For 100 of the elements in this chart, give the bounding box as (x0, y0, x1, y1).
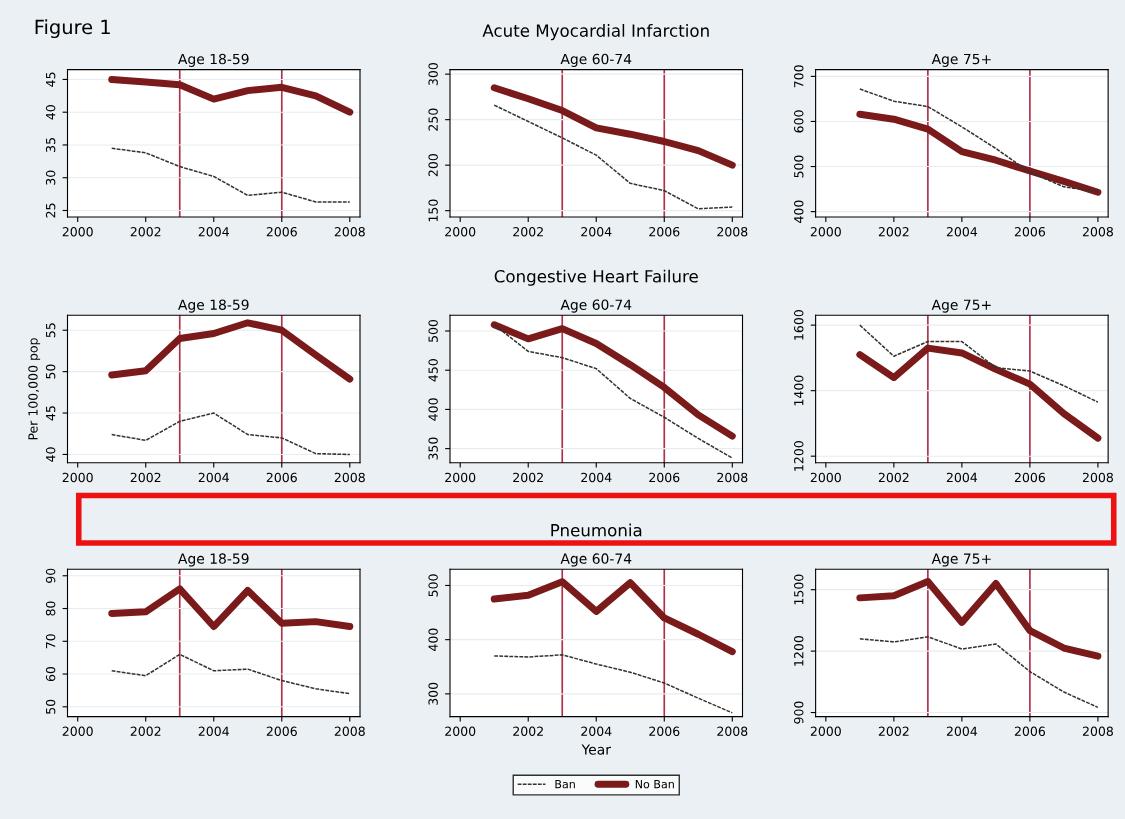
y-tick-label: 40 (45, 105, 56, 120)
x-tick-label: 2002 (513, 472, 543, 483)
y-tick-label: 70 (45, 634, 56, 649)
y-tick-label: 400 (794, 200, 804, 223)
x-tick-label: 2000 (445, 726, 476, 737)
x-tick-label: 2008 (717, 226, 748, 237)
x-tick-label: 2004 (198, 226, 229, 237)
x-tick-label: 2006 (649, 472, 680, 483)
y-tick-label: 900 (794, 701, 804, 724)
x-tick-label: 2002 (513, 726, 543, 737)
y-tick-label: 600 (794, 110, 804, 133)
x-tick-label: 2006 (1014, 472, 1046, 483)
y-tick-label: 40 (45, 447, 56, 462)
text: Congestive Heart Failure (494, 269, 698, 286)
x-tick-label: 2006 (1014, 226, 1046, 237)
y-tick-label: 150 (428, 199, 438, 222)
x-tick-label: 2002 (878, 472, 909, 483)
y-tick-label: 30 (45, 170, 56, 185)
y-tick-label: 55 (46, 323, 56, 338)
x-tick-label: 2004 (946, 226, 978, 237)
x-tick-label: 2002 (130, 472, 161, 483)
x-tick-label: 2008 (717, 726, 748, 737)
x-tick-label: 2004 (581, 726, 612, 737)
x-tick-label: 2000 (445, 226, 476, 237)
y-tick-label: 300 (428, 682, 438, 705)
x-tick-label: 2004 (581, 472, 612, 483)
chart-title: Age 75+ (931, 299, 991, 313)
x-tick-label: 2008 (1082, 226, 1113, 237)
x-tick-label: 2000 (810, 226, 841, 237)
chart-title: Age 18-59 (178, 53, 249, 67)
line-series (110, 653, 351, 695)
y-tick-label: 400 (428, 398, 438, 421)
line-series (859, 88, 1099, 193)
y-tick-label: 1200 (794, 441, 804, 471)
y-tick-label: 45 (46, 406, 56, 421)
x-tick-label: 2008 (1082, 472, 1113, 483)
x-tick-label: 2008 (334, 726, 365, 737)
line-series (110, 147, 351, 203)
x-tick-label: 2000 (62, 226, 93, 237)
y-tick-label: 80 (45, 601, 56, 616)
chart-title: Age 60-74 (560, 299, 632, 313)
line-series (110, 412, 351, 456)
y-tick-label: 450 (428, 359, 438, 382)
x-tick-label: 2000 (810, 726, 841, 737)
y-tick-label: 700 (794, 65, 804, 88)
chart-title: Age 18-59 (178, 299, 249, 313)
y-tick-label: 60 (45, 666, 56, 682)
line-series (493, 654, 734, 714)
x-tick-label: 2000 (62, 726, 93, 737)
x-tick-label: 2004 (581, 226, 612, 237)
line-series (859, 324, 1099, 403)
x-tick-label: 2006 (266, 226, 297, 237)
x-tick-label: 2004 (946, 726, 978, 737)
x-tick-label: 2002 (878, 226, 909, 237)
chart-title: Age 18-59 (178, 553, 249, 567)
x-tick-label: 2006 (266, 472, 297, 483)
y-tick-label: 90 (45, 568, 56, 583)
x-tick-label: 2004 (198, 726, 229, 737)
y-tick-label: 35 (45, 138, 56, 152)
x-tick-label: 2008 (334, 472, 365, 483)
y-tick-label: 1400 (794, 375, 804, 406)
y-tick-label: 300 (428, 63, 438, 86)
y-tick-label: 200 (428, 154, 438, 177)
chart-title: Age 60-74 (560, 53, 632, 67)
x-tick-label: 2006 (266, 726, 297, 737)
x-tick-label: 2006 (1014, 726, 1046, 737)
line-series (493, 104, 734, 210)
x-tick-label: 2008 (717, 472, 748, 483)
chart-title: Age 75+ (931, 553, 991, 567)
x-tick-label: 2002 (878, 726, 909, 737)
x-tick-label: 2000 (62, 472, 93, 483)
chart-title: Age 75+ (931, 53, 991, 67)
y-axis-title: Per 100,000 pop (28, 338, 41, 440)
x-tick-label: 2006 (649, 726, 680, 737)
y-tick-label: 500 (794, 155, 804, 178)
x-tick-label: 2000 (810, 472, 841, 483)
y-tick-label: 1200 (794, 636, 804, 666)
y-tick-label: 350 (428, 437, 438, 460)
x-tick-label: 2000 (445, 472, 476, 483)
x-axis-title: Year (581, 744, 611, 755)
y-tick-label: 500 (428, 319, 438, 342)
x-tick-label: 2006 (649, 226, 680, 237)
y-tick-label: 400 (428, 628, 438, 651)
x-tick-label: 2004 (198, 472, 229, 483)
y-tick-label: 500 (428, 574, 438, 597)
text: Pneumonia (551, 523, 642, 537)
x-tick-label: 2002 (130, 726, 161, 737)
y-tick-label: 1500 (794, 574, 804, 605)
caption: Figure 1 (35, 19, 110, 39)
legend-label: No Ban (635, 780, 674, 789)
text: Acute Myocardial Infarction (482, 24, 709, 41)
line-series (859, 636, 1099, 709)
y-tick-label: 1600 (794, 310, 804, 340)
x-tick-label: 2008 (1082, 726, 1113, 737)
legend-label: Ban (555, 780, 575, 789)
x-tick-label: 2002 (130, 226, 161, 237)
x-tick-label: 2004 (946, 472, 978, 483)
x-tick-label: 2008 (334, 226, 365, 237)
y-tick-label: 50 (45, 699, 56, 714)
y-tick-label: 50 (45, 364, 56, 379)
